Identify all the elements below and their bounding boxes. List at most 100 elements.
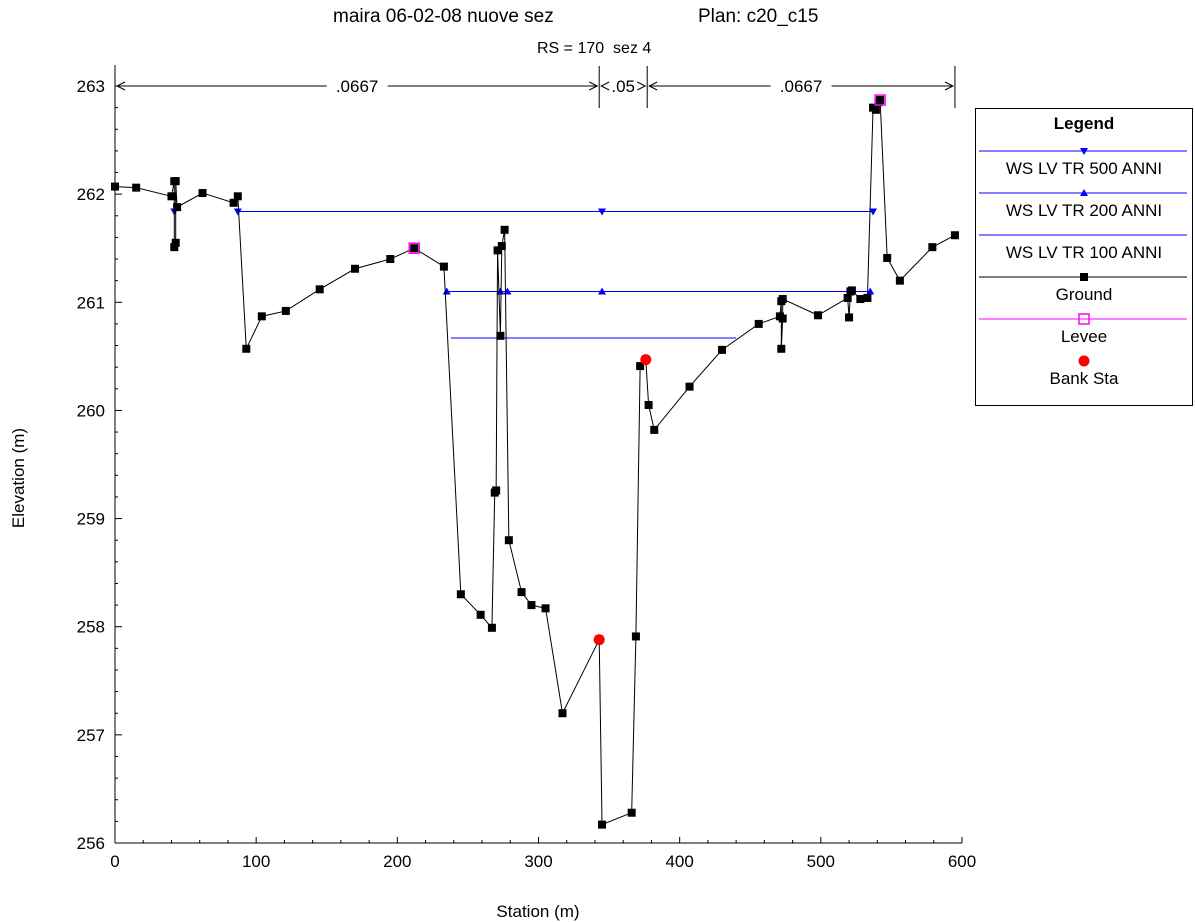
x-tick-label: 300 — [524, 852, 552, 871]
ground-point — [257, 312, 266, 321]
y-tick-label: 261 — [77, 293, 105, 312]
ground-point — [410, 244, 419, 253]
chart-subtitle: RS = 170 sez 4 — [537, 40, 652, 57]
x-tick-label: 0 — [110, 852, 119, 871]
y-tick-label: 259 — [77, 510, 105, 529]
manning-arrowhead — [600, 81, 610, 91]
ground-point — [497, 242, 506, 251]
x-tick-label: 600 — [948, 852, 976, 871]
ground-point — [229, 198, 238, 207]
legend-title: Legend — [1053, 114, 1115, 133]
legend-entry-ws-lv-tr-500-anni: WS LV TR 500 ANNI — [976, 141, 1192, 183]
ws-marker-ws-lv-tr-500-anni — [598, 208, 607, 216]
ground-point — [843, 293, 852, 302]
manning-n-label: .0667 — [336, 77, 379, 96]
ws-marker-ws-lv-tr-200-anni — [442, 287, 451, 295]
y-axis-title: Elevation (m) — [9, 428, 28, 528]
legend-entry-bank-sta: Bank Sta — [976, 351, 1192, 393]
axes: 0 100 200 300 400 500 600 256 257 258 259 260 261 262… — [77, 65, 976, 871]
plot-area — [111, 94, 959, 829]
legend-marker — [1080, 148, 1088, 155]
legend-label: WS LV TR 200 ANNI — [1005, 201, 1163, 220]
y-tick-label: 257 — [77, 726, 105, 745]
manning-arrowhead — [636, 81, 647, 91]
ground-point — [895, 276, 904, 285]
legend-marker — [1080, 189, 1088, 196]
ground-point — [845, 313, 854, 322]
legend: Legend WS LV TR 500 ANNI WS LV TR 200 ANN… — [975, 108, 1193, 406]
legend-entry-ws-lv-tr-100-anni: WS LV TR 100 ANNI — [976, 225, 1192, 267]
legend-symbol-ws-lv-tr-500-anni — [979, 148, 1187, 155]
ground-point — [718, 345, 727, 354]
bank-station-marker — [640, 354, 652, 366]
manning-arrowhead — [115, 81, 126, 91]
ground-point — [814, 311, 823, 320]
ground-point — [754, 319, 763, 328]
ground-point — [386, 255, 395, 264]
y-tick-label: 260 — [77, 401, 105, 420]
ground-point — [928, 243, 937, 252]
ground-point — [517, 588, 526, 597]
manning-n-annotations: .0667 .05 .0667 — [114, 66, 956, 108]
ground-point — [871, 105, 880, 114]
ground-point — [281, 306, 290, 315]
legend-marker — [1078, 355, 1090, 367]
ground-point — [132, 183, 141, 192]
ground-point — [500, 225, 509, 234]
ground-point — [171, 238, 180, 247]
legend-label: Ground — [1055, 285, 1113, 304]
chart-title-left: maira 06-02-08 nuove sez — [333, 6, 554, 27]
ground-point — [631, 632, 640, 641]
chart-title-right: Plan: c20_c15 — [698, 6, 819, 27]
legend-symbol-ground — [979, 273, 1187, 281]
x-axis-title: Station (m) — [496, 902, 579, 921]
ws-marker-ws-lv-tr-200-anni — [866, 287, 875, 295]
legend-symbol-levee — [979, 313, 1187, 325]
ws-marker-ws-lv-tr-200-anni — [496, 287, 505, 295]
ws-marker-ws-lv-tr-200-anni — [598, 287, 607, 295]
ground-point — [171, 177, 180, 186]
manning-arrowhead — [944, 81, 955, 91]
manning-n-label: .0667 — [780, 77, 823, 96]
legend-entry-ground: Ground — [976, 267, 1192, 309]
legend-entry-levee: Levee — [976, 309, 1192, 351]
manning-arrowhead — [588, 81, 599, 91]
ws-marker-ws-lv-tr-500-anni — [869, 208, 878, 216]
manning-n-label: .05 — [611, 77, 635, 96]
ground-point — [527, 601, 536, 610]
ground-point — [111, 182, 119, 191]
ground-point — [315, 285, 324, 294]
ground-point — [650, 425, 659, 434]
y-tick-label: 263 — [77, 77, 105, 96]
ground-point — [636, 362, 645, 371]
ground-point — [198, 189, 207, 198]
legend-marker — [1080, 273, 1088, 281]
legend-symbol-ws-lv-tr-200-anni — [979, 189, 1187, 196]
legend-entry-ws-lv-tr-200-anni: WS LV TR 200 ANNI — [976, 183, 1192, 225]
ground-point — [492, 486, 501, 495]
ground-point — [778, 295, 787, 304]
ground-point — [644, 401, 653, 410]
legend-symbol-ws-lv-tr-100-anni — [979, 234, 1187, 236]
ground-point — [167, 192, 176, 201]
ground-point — [883, 253, 892, 262]
x-tick-label: 200 — [383, 852, 411, 871]
ground-point — [558, 709, 567, 718]
legend-marker — [1078, 313, 1090, 325]
ground-point — [856, 295, 865, 304]
ground-point — [493, 246, 502, 255]
ground-point — [598, 820, 607, 829]
manning-arrowhead — [648, 81, 658, 91]
x-tick-label: 100 — [242, 852, 270, 871]
x-tick-label: 400 — [665, 852, 693, 871]
ground-point — [476, 610, 485, 619]
ground-point — [496, 331, 505, 340]
y-tick-label: 262 — [77, 185, 105, 204]
ground-point — [627, 808, 636, 817]
ground-point — [350, 264, 359, 273]
ground-point — [456, 590, 465, 599]
ground-point — [242, 344, 251, 353]
ground-point — [876, 96, 885, 105]
levee-marker — [408, 242, 421, 254]
